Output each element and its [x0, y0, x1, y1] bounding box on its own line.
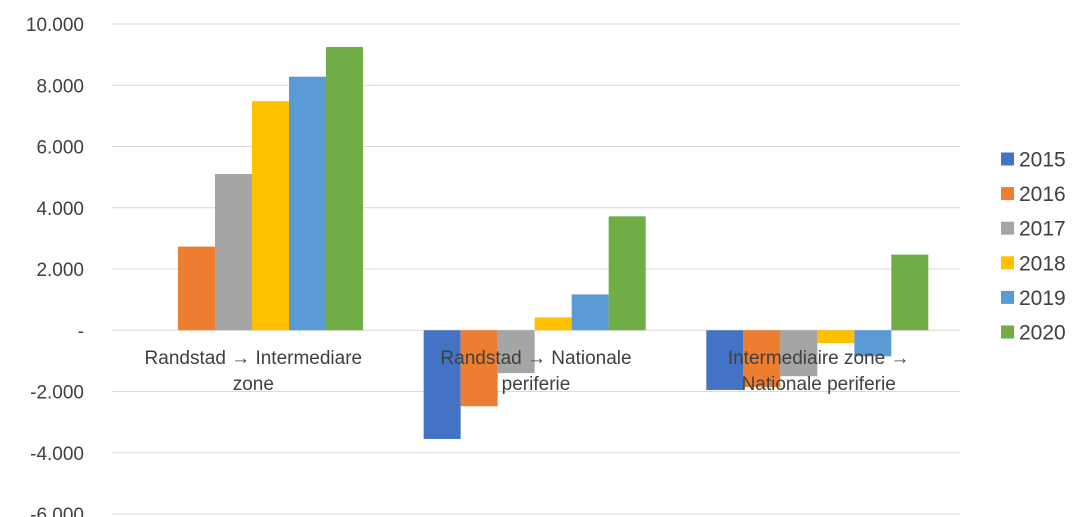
legend-swatch	[1001, 256, 1014, 269]
legend-item-2018: 2018	[1001, 252, 1066, 275]
bar-2019-2	[572, 294, 609, 330]
bar-2020-1	[326, 47, 363, 330]
legend-item-2016: 2016	[1001, 183, 1066, 206]
legend-item-2020: 2020	[1001, 322, 1066, 345]
legend-item-2015: 2015	[1001, 149, 1066, 172]
bar-2020-3	[891, 255, 928, 331]
bar-2015-2	[424, 330, 461, 439]
y-tick-label: 4.000	[36, 199, 84, 220]
y-tick-label: 8.000	[36, 76, 84, 97]
legend-label: 2015	[1019, 149, 1066, 172]
legend-swatch	[1001, 153, 1014, 166]
legend-label: 2018	[1019, 252, 1066, 275]
category-label: Randstad → Intermediare zone	[145, 348, 363, 395]
y-tick-label: 2.000	[36, 260, 84, 281]
legend-label: 2016	[1019, 183, 1066, 206]
bar-2019-1	[289, 77, 326, 331]
y-tick-label: -4.000	[30, 444, 84, 465]
legend: 2015 2016 2017 2018 2019 2020	[1001, 149, 1066, 345]
y-tick-label: -	[78, 321, 84, 342]
y-tick-label: -2.000	[30, 383, 84, 404]
legend-swatch	[1001, 326, 1014, 339]
bar-2018-1	[252, 101, 289, 330]
legend-swatch	[1001, 291, 1014, 304]
legend-label: 2019	[1019, 287, 1066, 310]
legend-swatch	[1001, 222, 1014, 235]
y-axis-ticks: 10.000 8.000 6.000 4.000 2.000 - -2.000 -4.000 -…	[26, 15, 84, 517]
bar-2020-2	[609, 216, 646, 330]
legend-item-2017: 2017	[1001, 218, 1066, 241]
legend-item-2019: 2019	[1001, 287, 1066, 310]
y-tick-label: 6.000	[36, 138, 84, 159]
bar-2016-1	[178, 247, 215, 331]
bar-2018-3	[817, 330, 854, 343]
legend-label: 2020	[1019, 322, 1066, 345]
legend-label: 2017	[1019, 218, 1066, 241]
y-tick-label: 10.000	[26, 15, 84, 36]
legend-swatch	[1001, 187, 1014, 200]
bar-2017-1	[215, 174, 252, 330]
bar-2018-2	[535, 317, 572, 330]
y-tick-label: -6.000	[30, 505, 84, 517]
